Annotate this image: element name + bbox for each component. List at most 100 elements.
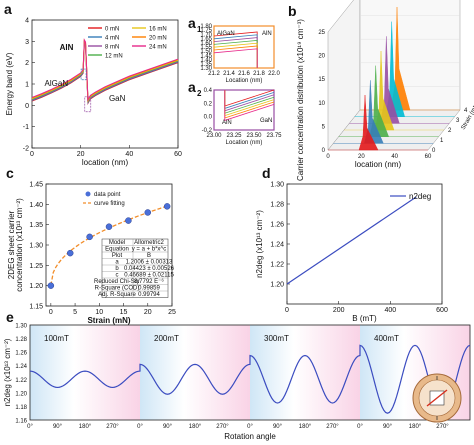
y-tick-label: 1.26 bbox=[270, 222, 284, 229]
panel-d-frame bbox=[286, 183, 443, 305]
x-tick-label: 21.8 bbox=[253, 71, 265, 77]
y-tick-label: 1.28 bbox=[15, 337, 27, 343]
data-point bbox=[47, 282, 55, 289]
fit-table-key: Model bbox=[109, 240, 125, 246]
panel-d: d 0 200 400 600 1.20 1.22 1.24 1.26 1.28 1.30 B (mT… bbox=[255, 165, 448, 323]
y-axis-label: n2deg (x10¹³ cm⁻²) bbox=[3, 338, 12, 406]
y-tick-label: 1.24 bbox=[15, 364, 27, 370]
y-tick-label: 3 bbox=[25, 39, 29, 46]
x-tick-label: 180° bbox=[189, 424, 202, 430]
y-tick-label: -1 bbox=[23, 124, 29, 131]
x-tick-label: 180° bbox=[409, 424, 422, 430]
y-tick-label: 4 bbox=[25, 18, 29, 25]
y-tick-label: 0 bbox=[25, 103, 29, 110]
x-tick-label: 0 bbox=[326, 154, 330, 160]
y-tick-label: 1.35 bbox=[200, 62, 212, 68]
data-point bbox=[66, 249, 74, 257]
y-tick-label: 1.20 bbox=[15, 391, 27, 397]
legend-label: 8 mN bbox=[105, 45, 119, 51]
x-tick-label: 0° bbox=[27, 424, 33, 430]
segment-label: 100mT bbox=[44, 334, 69, 343]
segment-label: 300mT bbox=[264, 334, 289, 343]
inset-marker-a1 bbox=[80, 68, 87, 81]
fit-table-value: 0.04423 ± 0.00526 bbox=[124, 266, 175, 272]
legend-marker-point bbox=[85, 191, 91, 197]
y-tick-label: 0.2 bbox=[204, 101, 213, 107]
x-tick-label: 60 bbox=[425, 154, 432, 160]
z-tick-label: 0 bbox=[432, 148, 436, 154]
fit-table-key: R-Square (COD) bbox=[95, 286, 140, 292]
panel-a2: a 2 23.00 23.25 23.50 23.75 -0.2 0.0 0.2 0.4 Locat… bbox=[188, 79, 282, 146]
x-tick-label: 20 bbox=[144, 309, 152, 316]
annotation-algan: AlGaN bbox=[45, 79, 69, 88]
x-tick-label: 22.0 bbox=[268, 71, 280, 77]
segment-band bbox=[140, 325, 250, 420]
x-tick-label: 40 bbox=[125, 151, 133, 158]
y-tick-label: 1.45 bbox=[200, 53, 212, 59]
annotation-aln: AlN bbox=[222, 120, 232, 126]
y-tick-label: -2 bbox=[23, 146, 29, 153]
series-line-a bbox=[31, 41, 179, 105]
panel-sublabel-a1: 1 bbox=[197, 25, 202, 34]
series-line-a bbox=[31, 38, 179, 102]
y-axis-label-line2: concentration (x10¹³ cm⁻²) bbox=[15, 198, 24, 292]
annotation-gan: GaN bbox=[260, 118, 272, 124]
y-axis-label: Carrier concentration distribution (x10¹… bbox=[296, 19, 305, 181]
fit-table-value: 0.99794 bbox=[138, 292, 160, 298]
panel-e: e 100mT 0° 90° 180° 270° 200mT 0° 90° 180° 270° 300… bbox=[3, 309, 471, 441]
legend-label: 4 mN bbox=[105, 36, 119, 42]
legend-label: data point bbox=[94, 192, 121, 198]
z-tick-label: 4 bbox=[464, 108, 468, 114]
legend-label: 24 mN bbox=[149, 45, 167, 51]
y-tick-label: 1.22 bbox=[15, 378, 27, 384]
legend-label: 12 mN bbox=[105, 54, 123, 60]
fit-table-key: Adj. R-Square bbox=[98, 292, 136, 298]
x-axis-label: Location (nm) bbox=[226, 140, 263, 146]
x-axis-label: location (nm) bbox=[82, 158, 129, 167]
panel-a: a 0 20 40 60 -2 -1 0 1 2 3 4 location (nm) Energy ban… bbox=[4, 1, 182, 167]
y-tick-label: 25 bbox=[318, 30, 325, 36]
data-point bbox=[144, 209, 152, 216]
panel-sublabel-a2: 2 bbox=[197, 89, 202, 98]
panel-e-frame bbox=[29, 324, 471, 421]
series-line-a2 bbox=[224, 90, 275, 121]
y-tick-label: 1.24 bbox=[270, 242, 284, 249]
series-line-a bbox=[31, 40, 179, 104]
y-tick-label: 1.22 bbox=[270, 262, 284, 269]
x-tick-label: 20 bbox=[77, 151, 85, 158]
segment-label: 400mT bbox=[374, 334, 399, 343]
data-point bbox=[86, 233, 93, 241]
y-tick-label: 1.40 bbox=[200, 58, 212, 64]
x-tick-label: 90° bbox=[383, 424, 393, 430]
series-line-n2deg bbox=[286, 196, 417, 285]
y-tick-label: 0 bbox=[322, 148, 326, 154]
fit-table-key: a bbox=[115, 260, 119, 266]
legend-label: n2deg bbox=[409, 192, 431, 201]
y-tick-label: 1.40 bbox=[29, 202, 43, 209]
y-tick-label: 1.25 bbox=[29, 263, 43, 270]
y-tick-label: 0.4 bbox=[204, 88, 213, 94]
y-tick-label: 5 bbox=[322, 124, 326, 130]
legend-label: curve fitting bbox=[94, 201, 125, 207]
x-tick-label: 21.2 bbox=[208, 71, 220, 77]
x-axis-label: B (mT) bbox=[352, 314, 377, 323]
x-tick-label: 0° bbox=[357, 424, 363, 430]
y-tick-label: 1.65 bbox=[200, 37, 212, 43]
y-tick-label: 1.20 bbox=[270, 282, 284, 289]
x-tick-label: 5 bbox=[73, 309, 77, 316]
z-tick-label: 1 bbox=[440, 138, 444, 144]
legend-label: 20 mN bbox=[149, 36, 167, 42]
x-tick-label: 23.75 bbox=[266, 133, 282, 139]
fit-table-value: 0.46689 ± 0.02115 bbox=[124, 273, 174, 279]
fit-table-value: 8.7792 E⁻⁶ bbox=[134, 278, 164, 285]
data-point bbox=[125, 217, 132, 224]
annotation-gan: GaN bbox=[109, 94, 126, 103]
field-arrow-icon bbox=[426, 389, 448, 407]
y-tick-label: 1.30 bbox=[15, 324, 27, 330]
y-tick-label: -0.2 bbox=[202, 128, 213, 134]
x-tick-label: 270° bbox=[216, 424, 229, 430]
panel-label-a1: a bbox=[188, 15, 196, 31]
y-tick-label: 1.45 bbox=[29, 182, 43, 189]
x-axis-label: location (nm) bbox=[355, 160, 402, 169]
series-line-a1 bbox=[213, 31, 258, 68]
